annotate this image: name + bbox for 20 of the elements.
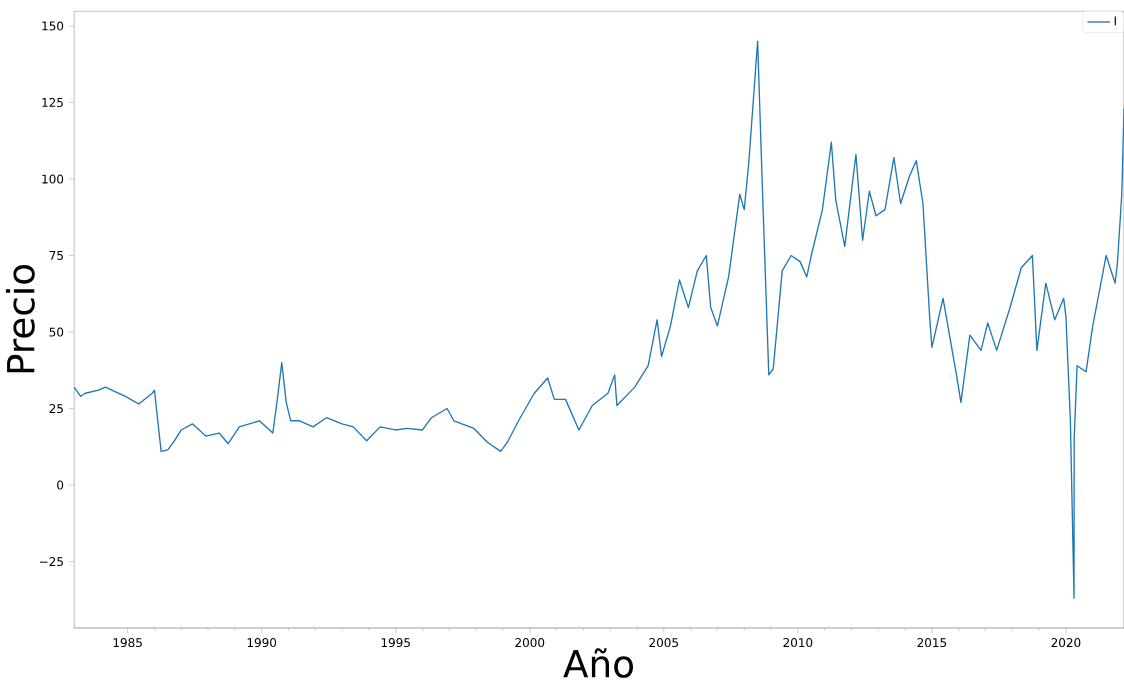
y-tick-label: 125 bbox=[42, 97, 63, 108]
x-tick-label: 1995 bbox=[381, 638, 410, 648]
legend-label: I bbox=[1114, 16, 1116, 26]
y-tick-label: −25 bbox=[39, 557, 63, 567]
x-tick-label: 1990 bbox=[247, 638, 277, 648]
y-tick-label: 25 bbox=[49, 404, 63, 414]
y-tick-label: 75 bbox=[49, 251, 63, 260]
x-tick-label: 2010 bbox=[783, 638, 813, 648]
x-tick-label: 2015 bbox=[917, 638, 947, 648]
line-series bbox=[74, 40, 1124, 599]
x-tick-label: 1985 bbox=[113, 638, 142, 648]
x-tick-label: 2000 bbox=[515, 638, 545, 648]
y-tick-label: 100 bbox=[42, 174, 64, 184]
x-tick-label: 2020 bbox=[1051, 638, 1081, 648]
y-tick-label: 50 bbox=[49, 327, 64, 337]
y-tick-label: 0 bbox=[57, 480, 64, 490]
y-axis-title: Precio bbox=[5, 264, 35, 373]
x-tick-label: 2005 bbox=[649, 638, 679, 648]
x-axis-title: Año bbox=[563, 648, 633, 678]
y-tick-label: 150 bbox=[42, 21, 64, 31]
